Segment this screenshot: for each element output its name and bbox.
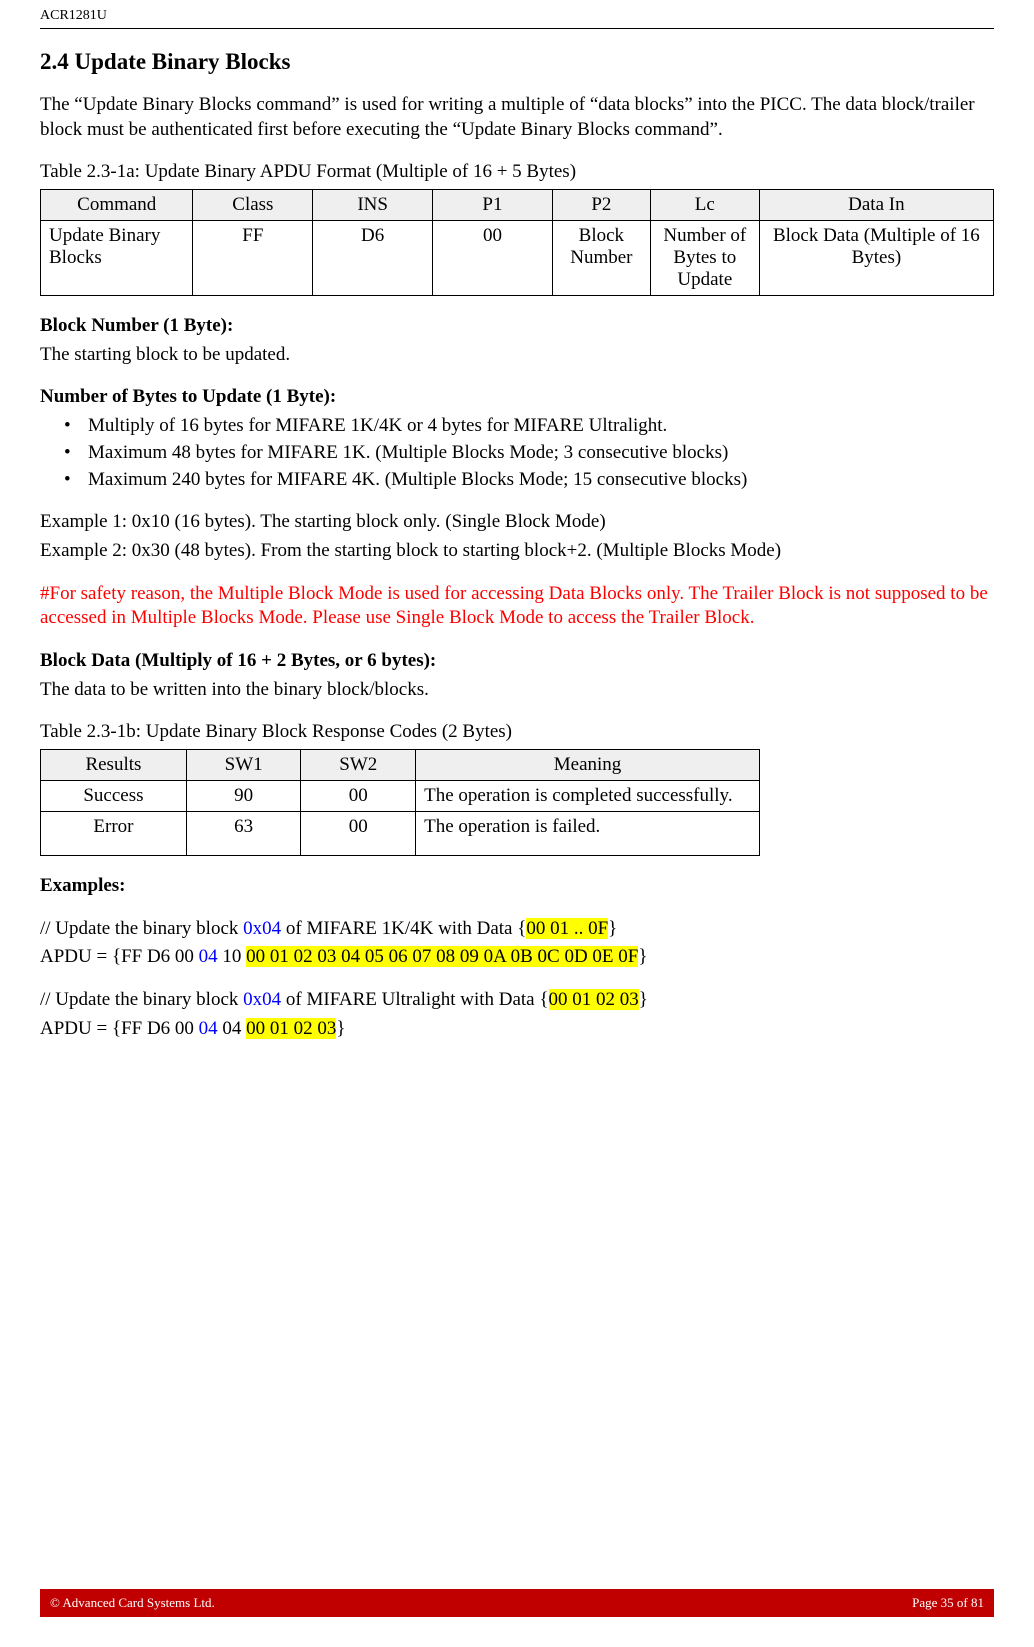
col-sw1: SW1 [186, 750, 301, 781]
cell-p1: 00 [433, 221, 553, 296]
cell-class: FF [193, 221, 313, 296]
response-codes-table: Results SW1 SW2 Meaning Success 90 00 Th… [40, 749, 760, 856]
num-bytes-list: Multiply of 16 bytes for MIFARE 1K/4K or… [40, 414, 994, 492]
col-lc: Lc [650, 190, 759, 221]
page-number: Page 35 of 81 [912, 1595, 984, 1611]
example-2-apdu: APDU = {FF D6 00 04 04 00 01 02 03} [40, 1017, 994, 1042]
col-ins: INS [313, 190, 433, 221]
cell-results: Error [41, 812, 187, 856]
table-row: Success 90 00 The operation is completed… [41, 781, 760, 812]
example-bytes-2: Example 2: 0x30 (48 bytes). From the sta… [40, 539, 994, 564]
page-content: 2.4 Update Binary Blocks The “Update Bin… [0, 29, 1034, 1041]
cell-meaning: The operation is completed successfully. [416, 781, 760, 812]
col-sw2: SW2 [301, 750, 416, 781]
cell-lc: Number of Bytes to Update [650, 221, 759, 296]
example-1-comment: // Update the binary block 0x04 of MIFAR… [40, 917, 994, 942]
safety-warning: #For safety reason, the Multiple Block M… [40, 582, 994, 631]
cell-results: Success [41, 781, 187, 812]
col-results: Results [41, 750, 187, 781]
block-number-desc: The starting block to be updated. [40, 343, 994, 368]
col-p1: P1 [433, 190, 553, 221]
page-footer: © Advanced Card Systems Ltd. Page 35 of … [40, 1589, 994, 1617]
section-title: Update Binary Blocks [75, 49, 291, 74]
table1-caption: Table 2.3-1a: Update Binary APDU Format … [40, 160, 994, 185]
cell-sw2: 00 [301, 812, 416, 856]
apdu-format-table: Command Class INS P1 P2 Lc Data In Updat… [40, 189, 994, 296]
block-number-label: Block Number (1 Byte): [40, 314, 994, 339]
section-heading: 2.4 Update Binary Blocks [40, 49, 994, 75]
col-p2: P2 [552, 190, 650, 221]
list-item: Maximum 240 bytes for MIFARE 4K. (Multip… [88, 468, 994, 493]
page-header: ACR1281U [40, 0, 994, 29]
num-bytes-label: Number of Bytes to Update (1 Byte): [40, 385, 994, 410]
example-2-comment: // Update the binary block 0x04 of MIFAR… [40, 988, 994, 1013]
copyright-text: © Advanced Card Systems Ltd. [50, 1595, 215, 1611]
cell-meaning: The operation is failed. [416, 812, 760, 856]
example-1-apdu: APDU = {FF D6 00 04 10 00 01 02 03 04 05… [40, 945, 994, 970]
list-item: Multiply of 16 bytes for MIFARE 1K/4K or… [88, 414, 994, 439]
cell-command: Update Binary Blocks [41, 221, 193, 296]
table-row: Update Binary Blocks FF D6 00 Block Numb… [41, 221, 994, 296]
table-row: Error 63 00 The operation is failed. [41, 812, 760, 856]
col-class: Class [193, 190, 313, 221]
cell-sw1: 90 [186, 781, 301, 812]
cell-sw2: 00 [301, 781, 416, 812]
doc-id: ACR1281U [40, 8, 107, 23]
col-datain: Data In [759, 190, 993, 221]
section-number: 2.4 [40, 49, 69, 74]
table-header-row: Command Class INS P1 P2 Lc Data In [41, 190, 994, 221]
col-meaning: Meaning [416, 750, 760, 781]
table2-caption: Table 2.3-1b: Update Binary Block Respon… [40, 720, 994, 745]
intro-paragraph: The “Update Binary Blocks command” is us… [40, 93, 994, 142]
table-header-row: Results SW1 SW2 Meaning [41, 750, 760, 781]
col-command: Command [41, 190, 193, 221]
list-item: Maximum 48 bytes for MIFARE 1K. (Multipl… [88, 441, 994, 466]
block-data-label: Block Data (Multiply of 16 + 2 Bytes, or… [40, 649, 994, 674]
cell-sw1: 63 [186, 812, 301, 856]
example-bytes-1: Example 1: 0x10 (16 bytes). The starting… [40, 510, 994, 535]
cell-datain: Block Data (Multiple of 16 Bytes) [759, 221, 993, 296]
examples-label: Examples: [40, 874, 994, 899]
cell-p2: Block Number [552, 221, 650, 296]
cell-ins: D6 [313, 221, 433, 296]
block-data-desc: The data to be written into the binary b… [40, 678, 994, 703]
